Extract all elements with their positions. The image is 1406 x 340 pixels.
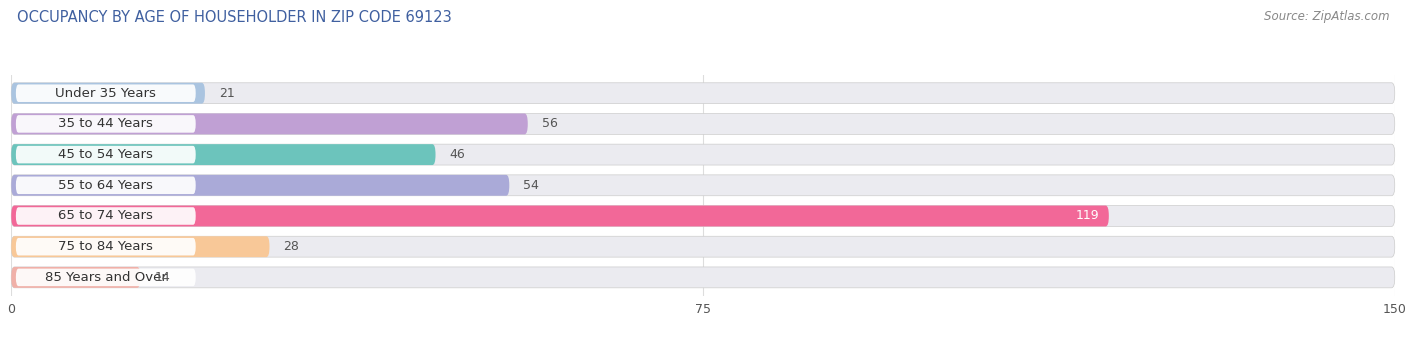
FancyBboxPatch shape	[11, 175, 509, 196]
Text: 35 to 44 Years: 35 to 44 Years	[59, 117, 153, 131]
FancyBboxPatch shape	[11, 144, 436, 165]
FancyBboxPatch shape	[15, 269, 195, 286]
Text: 55 to 64 Years: 55 to 64 Years	[59, 179, 153, 192]
Text: OCCUPANCY BY AGE OF HOUSEHOLDER IN ZIP CODE 69123: OCCUPANCY BY AGE OF HOUSEHOLDER IN ZIP C…	[17, 10, 451, 25]
FancyBboxPatch shape	[11, 206, 1109, 226]
FancyBboxPatch shape	[15, 115, 195, 133]
FancyBboxPatch shape	[15, 146, 195, 164]
Text: 54: 54	[523, 179, 538, 192]
Text: 65 to 74 Years: 65 to 74 Years	[59, 209, 153, 222]
Text: Under 35 Years: Under 35 Years	[55, 87, 156, 100]
FancyBboxPatch shape	[15, 84, 195, 102]
Text: 56: 56	[541, 117, 557, 131]
Text: 85 Years and Over: 85 Years and Over	[45, 271, 167, 284]
FancyBboxPatch shape	[11, 267, 141, 288]
FancyBboxPatch shape	[15, 176, 195, 194]
Text: 119: 119	[1076, 209, 1099, 222]
FancyBboxPatch shape	[15, 207, 195, 225]
Text: 45 to 54 Years: 45 to 54 Years	[59, 148, 153, 161]
Text: 21: 21	[219, 87, 235, 100]
Text: Source: ZipAtlas.com: Source: ZipAtlas.com	[1264, 10, 1389, 23]
Text: 28: 28	[284, 240, 299, 253]
FancyBboxPatch shape	[11, 206, 1395, 226]
FancyBboxPatch shape	[11, 236, 1395, 257]
FancyBboxPatch shape	[11, 236, 270, 257]
FancyBboxPatch shape	[11, 144, 1395, 165]
Text: 46: 46	[450, 148, 465, 161]
Text: 75 to 84 Years: 75 to 84 Years	[59, 240, 153, 253]
FancyBboxPatch shape	[11, 114, 1395, 134]
FancyBboxPatch shape	[15, 238, 195, 255]
FancyBboxPatch shape	[11, 83, 205, 104]
Text: 14: 14	[155, 271, 170, 284]
FancyBboxPatch shape	[11, 83, 1395, 104]
FancyBboxPatch shape	[11, 267, 1395, 288]
FancyBboxPatch shape	[11, 175, 1395, 196]
FancyBboxPatch shape	[11, 114, 527, 134]
